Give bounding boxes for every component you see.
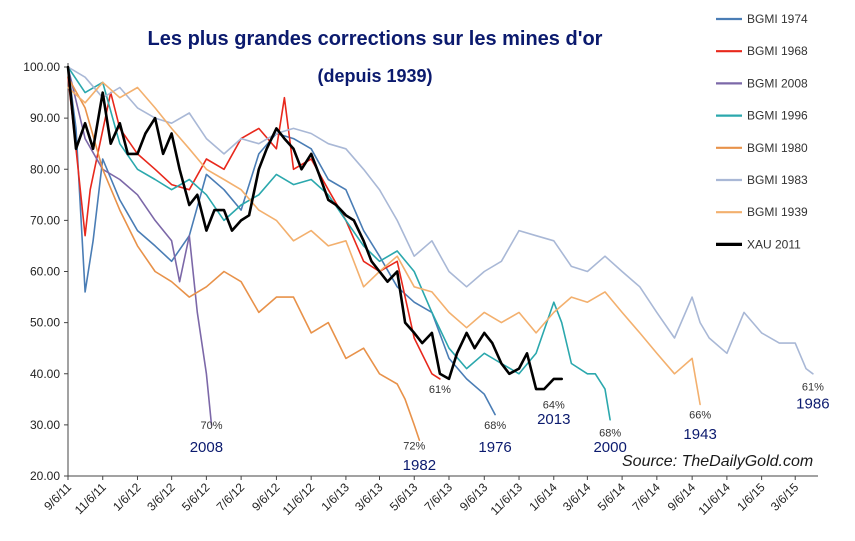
source-credit: Source: TheDailyGold.com — [622, 453, 814, 470]
annotation-percent: 68% — [484, 420, 506, 432]
annotation-year: 1976 — [478, 439, 511, 456]
x-tick-label: 3/6/13 — [352, 480, 386, 514]
x-tick-label: 9/6/12 — [249, 480, 283, 514]
annotation-year: 2000 — [593, 439, 626, 456]
x-tick-label: 3/6/12 — [144, 480, 178, 514]
chart-subtitle: (depuis 1939) — [317, 66, 433, 86]
x-tick-label: 1/6/12 — [110, 480, 144, 514]
annotation-percent: 72% — [403, 440, 425, 452]
x-tick-label: 5/6/14 — [595, 480, 629, 514]
x-tick-label: 7/6/13 — [422, 480, 456, 514]
x-tick-label: 1/6/15 — [734, 480, 768, 514]
y-tick-label: 90.00 — [30, 111, 60, 125]
series-line-bgmi-1968 — [67, 76, 441, 380]
y-tick-label: 20.00 — [30, 469, 60, 483]
x-tick-label: 11/6/12 — [280, 480, 318, 518]
series-line-xau-2011 — [66, 65, 564, 391]
series-line-bgmi-1983 — [67, 66, 814, 375]
legend-label-bgmi-1974: BGMI 1974 — [747, 12, 808, 26]
annotation-year: 2008 — [190, 439, 223, 456]
legend-label-bgmi-1983: BGMI 1983 — [747, 173, 808, 187]
y-tick-label: 100.00 — [23, 60, 60, 74]
series-line-bgmi-1939 — [67, 81, 701, 406]
annotation-year: 2013 — [537, 411, 570, 428]
annotation-percent: 68% — [599, 428, 621, 440]
series-line-bgmi-1980 — [67, 76, 421, 442]
x-tick-label: 11/6/13 — [488, 480, 526, 518]
y-tick-label: 50.00 — [30, 316, 60, 330]
x-tick-label: 5/6/13 — [387, 480, 421, 514]
legend-label-bgmi-1980: BGMI 1980 — [747, 141, 808, 155]
annotation-year: 1986 — [796, 395, 829, 412]
annotation-percent: 66% — [689, 410, 711, 422]
x-tick-label: 9/6/14 — [665, 480, 699, 514]
x-tick-label: 1/6/13 — [319, 480, 353, 514]
legend-label-bgmi-1939: BGMI 1939 — [747, 205, 808, 219]
chart-title: Les plus grandes corrections sur les min… — [147, 28, 603, 50]
x-tick-label: 11/6/11 — [72, 480, 109, 517]
y-tick-label: 70.00 — [30, 213, 60, 227]
x-tick-label: 9/6/13 — [457, 480, 491, 514]
y-tick-label: 40.00 — [30, 367, 60, 381]
x-tick-label: 3/6/15 — [768, 480, 802, 514]
annotation-year: 1943 — [683, 426, 716, 443]
x-tick-label: 1/6/14 — [526, 480, 560, 514]
legend-label-bgmi-2008: BGMI 2008 — [747, 76, 808, 90]
annotation-percent: 64% — [543, 399, 565, 411]
x-tick-label: 7/6/14 — [629, 480, 663, 514]
series-line-bgmi-1996 — [67, 66, 611, 421]
annotation-percent: 70% — [200, 420, 222, 432]
annotation-percent: 61% — [802, 382, 824, 394]
legend-label-xau-2011: XAU 2011 — [747, 237, 801, 251]
series-line-bgmi-1974 — [67, 66, 496, 416]
x-tick-label: 11/6/14 — [695, 480, 733, 518]
x-tick-label: 5/6/12 — [179, 480, 213, 514]
series-line-bgmi-2008 — [67, 66, 213, 426]
x-tick-label: 3/6/14 — [560, 480, 594, 514]
x-tick-label: 9/6/11 — [41, 480, 74, 513]
y-tick-label: 80.00 — [30, 162, 60, 176]
legend-label-bgmi-1968: BGMI 1968 — [747, 44, 808, 58]
legend-label-bgmi-1996: BGMI 1996 — [747, 109, 808, 123]
y-tick-label: 60.00 — [30, 265, 60, 279]
annotation-year: 1982 — [403, 457, 436, 474]
x-tick-label: 7/6/12 — [214, 480, 248, 514]
annotation-percent: 61% — [429, 384, 451, 396]
y-tick-label: 30.00 — [30, 418, 60, 432]
